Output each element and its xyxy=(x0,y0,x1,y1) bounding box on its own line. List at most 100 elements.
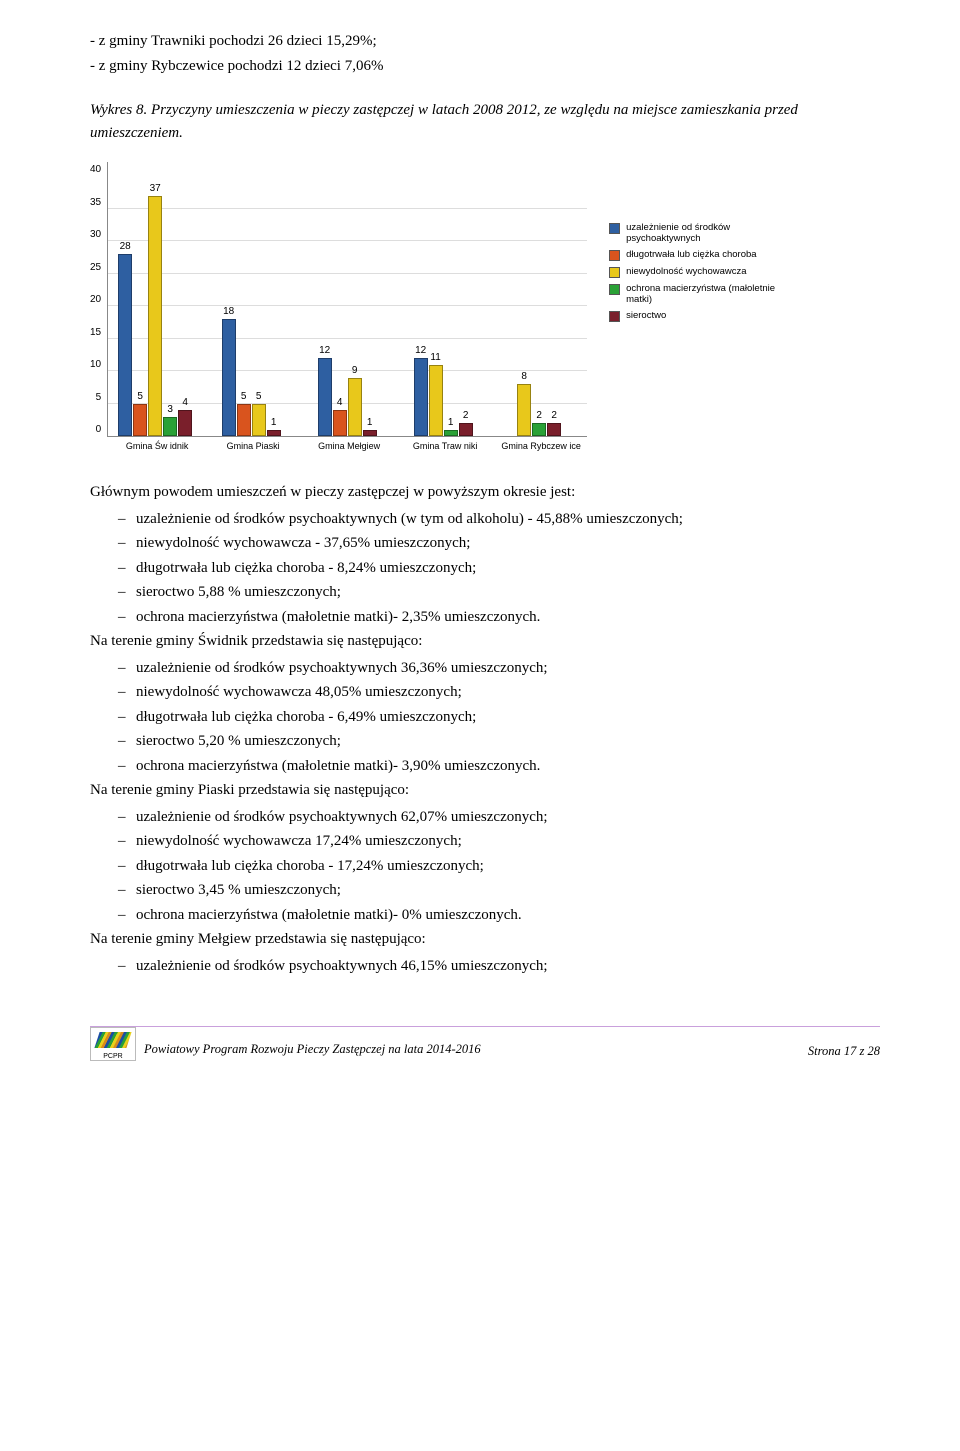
list-item: uzależnienie od środków psychoaktywnych … xyxy=(118,508,880,531)
bar: 12 xyxy=(414,358,428,436)
bar-value: 5 xyxy=(134,391,146,402)
bar-value: 9 xyxy=(349,365,361,376)
y-tick: 5 xyxy=(96,390,102,405)
logo-text: PCPR xyxy=(103,1053,122,1060)
list-item: ochrona macierzyństwa (małoletnie matki)… xyxy=(118,904,880,927)
body-text: Głównym powodem umieszczeń w pieczy zast… xyxy=(90,481,880,977)
x-tick: Gmina Mełgiew xyxy=(301,441,397,451)
bar-value: 2 xyxy=(533,410,545,421)
legend-label: sieroctwo xyxy=(626,310,666,321)
list-item: niewydolność wychowawcza 48,05% umieszcz… xyxy=(118,681,880,704)
bar: 18 xyxy=(222,319,236,436)
list-item: długotrwała lub ciężka choroba - 17,24% … xyxy=(118,855,880,878)
bar: 2 xyxy=(532,423,546,436)
x-tick: Gmina Piaski xyxy=(205,441,301,451)
para-3: Na terenie gminy Mełgiew przedstawia się… xyxy=(90,928,880,951)
bar: 5 xyxy=(133,404,147,437)
bar-value: 28 xyxy=(119,241,131,252)
chart: 4035302520151050 28537341855112491121112… xyxy=(90,162,880,451)
x-tick: Gmina Rybczew ice xyxy=(493,441,589,451)
list-item: niewydolność wychowawcza 17,24% umieszcz… xyxy=(118,830,880,853)
bar: 28 xyxy=(118,254,132,436)
bar: 9 xyxy=(348,378,362,437)
x-tick: Gmina Św idnik xyxy=(109,441,205,451)
bar: 3 xyxy=(163,417,177,437)
legend-item: ochrona macierzyństwa (małoletnie matki) xyxy=(609,283,789,305)
bar: 12 xyxy=(318,358,332,436)
legend-swatch xyxy=(609,267,620,278)
bar-value: 2 xyxy=(548,410,560,421)
bar-value: 1 xyxy=(364,417,376,428)
y-tick: 10 xyxy=(90,357,101,372)
intro-lines: - z gminy Trawniki pochodzi 26 dzieci 15… xyxy=(90,30,880,77)
footer-title: Powiatowy Program Rozwoju Pieczy Zastępc… xyxy=(144,1040,481,1059)
bar: 1 xyxy=(267,430,281,437)
legend-label: uzależnienie od środków psychoaktywnych xyxy=(626,222,789,244)
list-item: sieroctwo 5,20 % umieszczonych; xyxy=(118,730,880,753)
list-item: ochrona macierzyństwa (małoletnie matki)… xyxy=(118,755,880,778)
legend-item: niewydolność wychowawcza xyxy=(609,266,789,278)
list-item: sieroctwo 5,88 % umieszczonych; xyxy=(118,581,880,604)
bar-value: 1 xyxy=(445,417,457,428)
logo-icon: PCPR xyxy=(90,1027,136,1061)
bar: 4 xyxy=(178,410,192,436)
bar-group: 12491 xyxy=(302,358,392,436)
bar: 2 xyxy=(547,423,561,436)
y-tick: 0 xyxy=(96,422,102,437)
bar-group: 822 xyxy=(494,384,584,436)
legend-item: uzależnienie od środków psychoaktywnych xyxy=(609,222,789,244)
footer: PCPR Powiatowy Program Rozwoju Pieczy Za… xyxy=(90,1026,880,1061)
bar-value: 1 xyxy=(268,417,280,428)
legend-swatch xyxy=(609,311,620,322)
chart-caption: Wykres 8. Przyczyny umieszczenia w piecz… xyxy=(90,99,880,144)
page-number: Strona 17 z 28 xyxy=(808,1042,880,1061)
bar-value: 4 xyxy=(179,397,191,408)
list-item: uzależnienie od środków psychoaktywnych … xyxy=(118,657,880,680)
bar: 4 xyxy=(333,410,347,436)
y-tick: 40 xyxy=(90,162,101,177)
list-item: długotrwała lub ciężka choroba - 6,49% u… xyxy=(118,706,880,729)
y-tick: 25 xyxy=(90,260,101,275)
bar-value: 8 xyxy=(518,371,530,382)
bar: 11 xyxy=(429,365,443,437)
bar: 1 xyxy=(363,430,377,437)
bar-group: 18551 xyxy=(206,319,296,436)
bar: 8 xyxy=(517,384,531,436)
x-axis-labels: Gmina Św idnikGmina PiaskiGmina Mełgiew G… xyxy=(109,441,589,451)
legend-label: długotrwała lub ciężka choroba xyxy=(626,249,756,260)
y-tick: 20 xyxy=(90,292,101,307)
bar: 5 xyxy=(252,404,266,437)
legend-swatch xyxy=(609,223,620,234)
bar-group: 121112 xyxy=(398,358,488,436)
legend: uzależnienie od środków psychoaktywnych d… xyxy=(609,162,789,451)
list-item: uzależnienie od środków psychoaktywnych … xyxy=(118,955,880,978)
plot-area: 28537341855112491121112822 xyxy=(107,162,587,437)
bar-value: 37 xyxy=(149,183,161,194)
bar: 1 xyxy=(444,430,458,437)
bar-value: 3 xyxy=(164,404,176,415)
legend-item: długotrwała lub ciężka choroba xyxy=(609,249,789,261)
bar-value: 18 xyxy=(223,306,235,317)
bar: 37 xyxy=(148,196,162,437)
bar-group: 2853734 xyxy=(110,196,200,437)
bar-value: 2 xyxy=(460,410,472,421)
legend-label: niewydolność wychowawcza xyxy=(626,266,746,277)
legend-swatch xyxy=(609,250,620,261)
bar: 2 xyxy=(459,423,473,436)
para-1: Na terenie gminy Świdnik przedstawia się… xyxy=(90,630,880,653)
para-0: Głównym powodem umieszczeń w pieczy zast… xyxy=(90,481,880,504)
y-tick: 35 xyxy=(90,195,101,210)
list-item: długotrwała lub ciężka choroba - 8,24% u… xyxy=(118,557,880,580)
list-item: uzależnienie od środków psychoaktywnych … xyxy=(118,806,880,829)
list-3: uzależnienie od środków psychoaktywnych … xyxy=(90,955,880,978)
y-tick: 15 xyxy=(90,325,101,340)
bar: 5 xyxy=(237,404,251,437)
intro-line-2: - z gminy Rybczewice pochodzi 12 dzieci … xyxy=(90,55,880,78)
y-axis: 4035302520151050 xyxy=(90,162,107,437)
legend-label: ochrona macierzyństwa (małoletnie matki) xyxy=(626,283,789,305)
legend-swatch xyxy=(609,284,620,295)
list-item: ochrona macierzyństwa (małoletnie matki)… xyxy=(118,606,880,629)
bar-value: 12 xyxy=(415,345,427,356)
intro-line-1: - z gminy Trawniki pochodzi 26 dzieci 15… xyxy=(90,30,880,53)
bar-value: 12 xyxy=(319,345,331,356)
